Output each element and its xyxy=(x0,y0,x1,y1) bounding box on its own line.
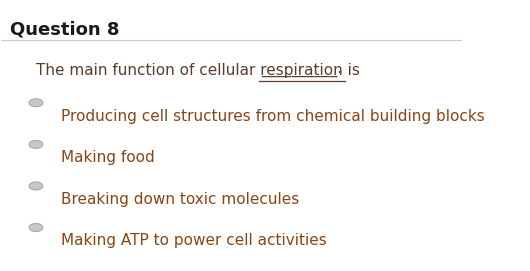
Text: __________.: __________. xyxy=(261,63,342,78)
Circle shape xyxy=(29,182,43,190)
Circle shape xyxy=(29,140,43,149)
Circle shape xyxy=(29,99,43,107)
Text: The main function of cellular respiration is: The main function of cellular respiratio… xyxy=(36,63,365,78)
Text: Breaking down toxic molecules: Breaking down toxic molecules xyxy=(61,192,299,207)
Text: Question 8: Question 8 xyxy=(10,20,119,38)
Text: Making food: Making food xyxy=(61,150,155,165)
Text: Producing cell structures from chemical building blocks: Producing cell structures from chemical … xyxy=(61,109,485,124)
Text: Making ATP to power cell activities: Making ATP to power cell activities xyxy=(61,233,327,249)
Circle shape xyxy=(29,224,43,231)
